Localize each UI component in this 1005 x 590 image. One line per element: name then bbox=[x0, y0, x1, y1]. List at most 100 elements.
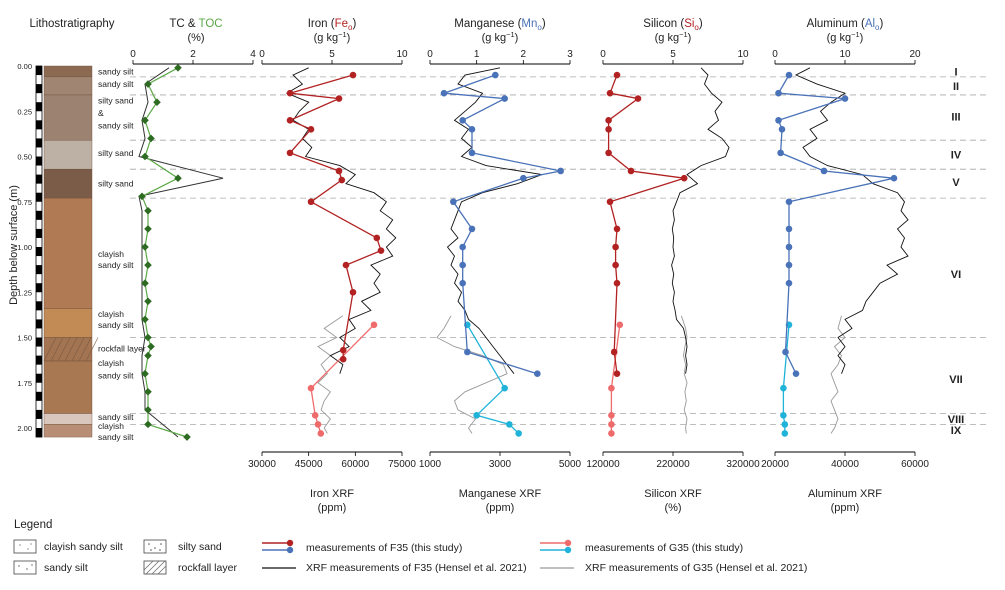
depth-ruler-segment bbox=[36, 174, 42, 184]
mn-title-sym: Mn bbox=[521, 18, 537, 30]
fe-title: Iron (Feo) bbox=[308, 18, 357, 32]
si-tick-label: 10 bbox=[737, 49, 749, 60]
fe-xrf-f35-line bbox=[285, 67, 397, 374]
tc-unit: (%) bbox=[187, 32, 204, 44]
si-unit-close: ) bbox=[688, 32, 692, 44]
lith-label: clayish bbox=[98, 309, 124, 319]
mn-xrf-g35-line bbox=[436, 315, 508, 434]
si-f35-line bbox=[607, 74, 685, 374]
unit-label: IX bbox=[951, 425, 962, 437]
unit-label: IV bbox=[951, 150, 962, 162]
mn-xrf-title: Manganese XRF bbox=[459, 488, 542, 500]
al-f35-marker bbox=[775, 117, 782, 124]
al-f35-marker bbox=[778, 126, 786, 133]
si-xrf-g35-line bbox=[680, 315, 688, 434]
lith-layer bbox=[43, 197, 93, 309]
lith-hatch bbox=[43, 337, 57, 362]
tc-tick-label: 4 bbox=[250, 49, 256, 60]
tc-marker bbox=[141, 369, 149, 378]
mn-f35-marker bbox=[440, 89, 448, 97]
al-xrf-title: Aluminum XRF bbox=[808, 488, 882, 500]
si-title-main: Silicon ( bbox=[643, 18, 684, 30]
lith-label: clayish bbox=[98, 421, 124, 431]
al-g35-marker bbox=[780, 384, 787, 392]
depth-tick-label: 1.75 bbox=[17, 379, 32, 388]
mn-tick-label: 0 bbox=[427, 49, 433, 60]
tc-marker bbox=[141, 315, 149, 324]
mn-title-main: Manganese ( bbox=[454, 18, 521, 30]
depth-ruler-segment bbox=[36, 247, 42, 257]
al-f35-marker bbox=[782, 348, 789, 356]
depth-ruler-segment bbox=[36, 319, 42, 329]
si-g35-marker bbox=[608, 412, 615, 419]
al-f35-marker bbox=[785, 71, 793, 79]
depth-tick-label: 0.75 bbox=[17, 198, 32, 207]
tc-marker bbox=[153, 98, 161, 106]
fe-g35-marker bbox=[311, 412, 319, 419]
al-f35-marker bbox=[890, 174, 898, 182]
legend-clayish-dot bbox=[27, 548, 29, 550]
lith-label: sandy silt bbox=[98, 66, 134, 76]
mn-bottom-tick-label: 3000 bbox=[489, 459, 512, 470]
si-f35-marker bbox=[612, 243, 619, 251]
fe-f35-marker bbox=[338, 176, 346, 184]
depth-tick-label: 1.25 bbox=[17, 288, 32, 297]
legend-clayish-dot bbox=[19, 544, 21, 546]
depth-tick-label: 1.50 bbox=[17, 334, 32, 343]
depth-ruler-segment bbox=[36, 138, 42, 148]
lith-hatch bbox=[57, 337, 71, 362]
depth-ruler-segment bbox=[36, 391, 42, 401]
legend-siltysand-swatch bbox=[143, 539, 167, 554]
si-title-sym: Si bbox=[684, 18, 694, 30]
al-f35-marker bbox=[785, 261, 793, 269]
legend-siltysand-dot bbox=[159, 549, 161, 551]
si-f35-marker bbox=[605, 117, 612, 124]
tc-marker bbox=[174, 174, 182, 183]
al-f35-marker bbox=[777, 149, 784, 157]
legend-siltysand-dot bbox=[150, 549, 152, 551]
tc-marker bbox=[144, 297, 152, 306]
al-unit-exp: −1 bbox=[851, 30, 860, 39]
fe-g35-marker bbox=[317, 430, 325, 437]
tc-marker bbox=[147, 342, 155, 351]
al-g35-marker bbox=[781, 430, 789, 437]
lith-label: sandy silt bbox=[98, 412, 134, 422]
mn-f35-marker bbox=[464, 348, 471, 356]
al-f35-marker bbox=[785, 198, 793, 206]
si-bottom-tick-label: 220000 bbox=[656, 459, 690, 470]
lith-label: clayish bbox=[98, 249, 124, 259]
fe-unit-a: (g kg bbox=[314, 32, 338, 44]
al-xrf-g35-line bbox=[830, 315, 846, 434]
legend-sandysilt-label: sandy silt bbox=[44, 562, 88, 574]
mn-f35-marker bbox=[459, 117, 466, 124]
fe-f35-marker bbox=[335, 167, 343, 175]
lith-label: sandy silt bbox=[98, 320, 134, 330]
fe-f35-marker bbox=[339, 355, 347, 363]
al-f35-marker bbox=[785, 225, 793, 233]
fe-unit-exp: −1 bbox=[338, 30, 347, 39]
si-xrf-unit: (%) bbox=[664, 502, 681, 514]
si-unit-exp: −1 bbox=[679, 30, 688, 39]
fe-f35-marker bbox=[349, 71, 357, 79]
mn-f35-marker bbox=[534, 370, 541, 378]
si-g35-marker bbox=[608, 430, 615, 437]
si-tick-label: 5 bbox=[670, 49, 676, 60]
depth-tick-label: 0.50 bbox=[17, 153, 32, 162]
si-title-close: ) bbox=[699, 18, 703, 30]
mn-unit-exp: −1 bbox=[506, 30, 515, 39]
lith-label: sandy silt bbox=[98, 260, 134, 270]
tc-marker bbox=[144, 406, 152, 414]
al-unit-a: (g kg bbox=[827, 32, 851, 44]
plot-area: 0.00 0.25 0.50 0.75 1.00 1.25 1.50 1.75 2.00 sand… bbox=[17, 49, 990, 470]
tc-marker bbox=[141, 116, 149, 125]
legend-sandysilt-dot bbox=[18, 565, 20, 567]
mn-tick-label: 3 bbox=[567, 49, 573, 60]
legend-siltysand-dot bbox=[160, 543, 162, 545]
al-xrf-f35-line bbox=[794, 67, 909, 374]
mn-f35-marker bbox=[468, 149, 476, 157]
fe-f35-marker bbox=[377, 247, 385, 254]
fe-g35-marker bbox=[307, 384, 315, 392]
fe-g35-marker bbox=[370, 321, 378, 329]
fe-f35-marker bbox=[286, 117, 294, 124]
depth-ruler-segment bbox=[36, 409, 42, 419]
